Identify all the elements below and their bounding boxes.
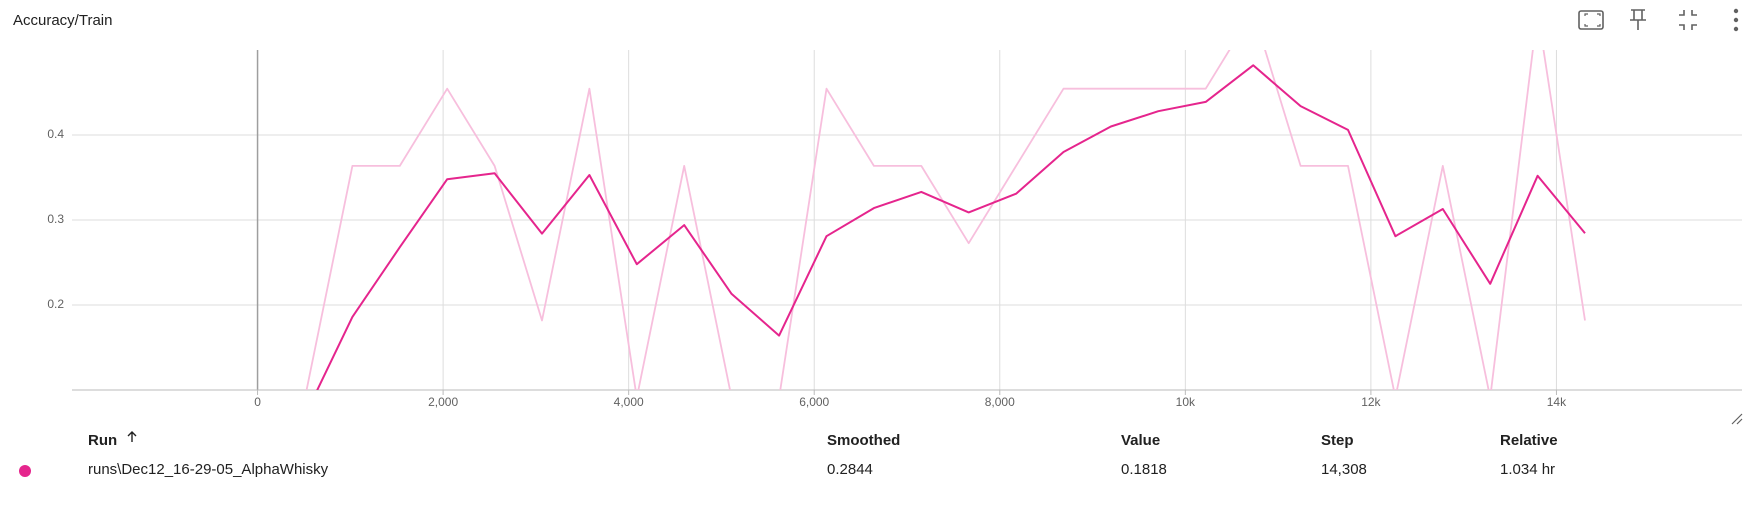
toolbar [1578,8,1739,32]
column-header: Relative [1500,432,1558,449]
table-cell: 0.1818 [1121,461,1167,478]
fit-icon[interactable] [1578,10,1604,30]
plot-area: 0.2 0.3 0.4 0 2,000 4,000 6,000 8,000 10k 12k 14k [47,50,1742,409]
run-color-dot [19,465,31,477]
y-tick-label: 0.2 [47,297,64,311]
table-cell: 14,308 [1321,461,1367,478]
column-header: Step [1321,432,1354,449]
x-tick-label: 0 [254,395,261,409]
x-tick-label: 2,000 [428,395,458,409]
column-header: Value [1121,432,1160,449]
chart-title: Accuracy/Train [13,12,112,29]
menu-icon[interactable] [1733,8,1739,32]
table-cell: 0.2844 [827,461,873,478]
table-cell: runs\Dec12_16-29-05_AlphaWhisky [88,461,329,478]
table-cell: 1.034 hr [1500,461,1555,478]
pin-icon[interactable] [1630,9,1646,30]
x-tick-label: 8,000 [985,395,1015,409]
y-tick-label: 0.4 [47,127,64,141]
column-header: Run [88,432,117,449]
x-tick-label: 12k [1361,395,1381,409]
series-line [316,64,1586,390]
x-tick-label: 10k [1176,395,1196,409]
series-line [305,50,1586,390]
run-table: Run Smoothed Value Step Relative runs\Dec12_1… [19,431,1558,478]
series-group [305,50,1586,390]
x-tick-label: 14k [1547,395,1567,409]
x-tick-label: 6,000 [799,395,829,409]
collapse-icon[interactable] [1679,10,1697,30]
x-tick-label: 4,000 [614,395,644,409]
resize-handle[interactable] [1731,413,1743,425]
y-tick-label: 0.3 [47,212,64,226]
sort-arrow [127,431,137,442]
column-header: Smoothed [827,432,900,449]
